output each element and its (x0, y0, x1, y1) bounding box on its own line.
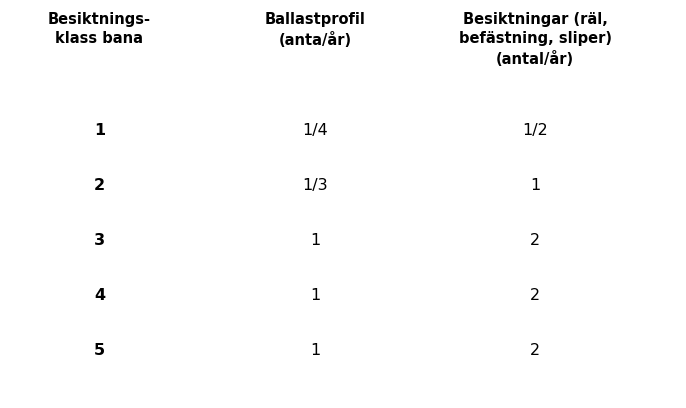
Text: 4: 4 (94, 288, 105, 303)
Text: 1: 1 (94, 123, 105, 138)
Text: 1: 1 (311, 233, 320, 248)
Text: 2: 2 (530, 288, 540, 303)
Text: 1: 1 (311, 288, 320, 303)
Text: 2: 2 (530, 233, 540, 248)
Text: Besiktnings-
klass bana: Besiktnings- klass bana (48, 12, 151, 47)
Text: 1: 1 (530, 178, 540, 193)
Text: 5: 5 (94, 344, 105, 358)
Text: 1/4: 1/4 (303, 123, 329, 138)
Text: 1: 1 (311, 344, 320, 358)
Text: 1/3: 1/3 (303, 178, 329, 193)
Text: 1/2: 1/2 (522, 123, 548, 138)
Text: Ballastprofil
(anta/år): Ballastprofil (anta/år) (265, 12, 366, 48)
Text: Besiktningar (räl,
befästning, sliper)
(antal/år): Besiktningar (räl, befästning, sliper) (… (458, 12, 612, 67)
Text: 2: 2 (94, 178, 105, 193)
Text: 3: 3 (94, 233, 105, 248)
Text: 2: 2 (530, 344, 540, 358)
